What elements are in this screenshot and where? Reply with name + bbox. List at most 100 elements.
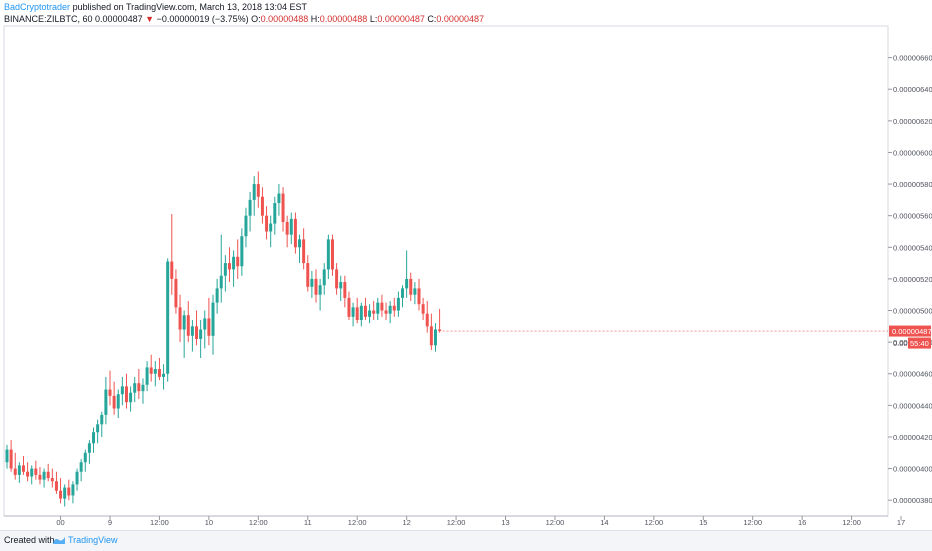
candle[interactable] xyxy=(26,462,30,482)
candle[interactable] xyxy=(409,272,413,302)
candle[interactable] xyxy=(335,263,339,295)
tradingview-link[interactable]: TradingView xyxy=(68,535,118,545)
candle[interactable] xyxy=(359,302,363,327)
candle[interactable] xyxy=(129,386,133,412)
candle[interactable] xyxy=(104,376,108,425)
candle[interactable] xyxy=(133,376,137,403)
candle[interactable] xyxy=(223,255,227,292)
candle[interactable] xyxy=(438,308,442,333)
candle[interactable] xyxy=(182,310,186,358)
candle[interactable] xyxy=(170,214,174,295)
candle[interactable] xyxy=(96,419,100,444)
candle[interactable] xyxy=(195,310,199,346)
candle[interactable] xyxy=(174,269,178,314)
candle[interactable] xyxy=(87,440,91,464)
candle[interactable] xyxy=(376,297,380,320)
candle[interactable] xyxy=(54,471,58,494)
candle[interactable] xyxy=(269,215,273,248)
candle[interactable] xyxy=(380,294,384,317)
candle[interactable] xyxy=(396,291,400,317)
candle[interactable] xyxy=(59,478,63,504)
candle[interactable] xyxy=(252,176,256,216)
candle[interactable] xyxy=(100,411,104,437)
candle[interactable] xyxy=(285,215,289,248)
candle[interactable] xyxy=(289,212,293,245)
candle[interactable] xyxy=(199,320,203,358)
candle[interactable] xyxy=(421,297,425,320)
candle[interactable] xyxy=(339,275,343,302)
candle[interactable] xyxy=(13,452,17,480)
candle[interactable] xyxy=(433,323,437,352)
candle[interactable] xyxy=(227,247,231,283)
candle[interactable] xyxy=(38,467,42,485)
candle[interactable] xyxy=(273,196,277,235)
candle[interactable] xyxy=(166,258,170,382)
candle[interactable] xyxy=(67,479,71,501)
price-chart[interactable]: 0.00000380 0.00000400 0.00000420 0.00000440… xyxy=(0,0,932,530)
candle[interactable] xyxy=(145,361,149,392)
candle[interactable] xyxy=(75,468,79,491)
candle[interactable] xyxy=(137,369,141,400)
candle[interactable] xyxy=(50,468,54,488)
candle[interactable] xyxy=(190,320,194,352)
candle[interactable] xyxy=(392,297,396,317)
candle[interactable] xyxy=(318,278,322,311)
candle[interactable] xyxy=(302,228,306,270)
candle[interactable] xyxy=(405,250,409,298)
candle[interactable] xyxy=(30,465,34,485)
candle[interactable] xyxy=(248,191,252,232)
candle[interactable] xyxy=(215,278,219,314)
candle[interactable] xyxy=(425,301,429,333)
candle[interactable] xyxy=(314,269,318,303)
candle[interactable] xyxy=(108,370,112,406)
candle[interactable] xyxy=(83,449,87,472)
candle[interactable] xyxy=(141,378,145,404)
candle[interactable] xyxy=(207,297,211,346)
candle[interactable] xyxy=(401,285,405,308)
symbol-label[interactable]: BINANCE:ZILBTC, 60 xyxy=(4,14,93,24)
candle[interactable] xyxy=(112,381,116,415)
candle[interactable] xyxy=(203,310,207,349)
candle[interactable] xyxy=(322,263,326,295)
candle[interactable] xyxy=(260,187,264,224)
candle[interactable] xyxy=(92,427,96,453)
candle[interactable] xyxy=(310,271,314,298)
candle[interactable] xyxy=(34,460,38,480)
author-link[interactable]: BadCryptotrader xyxy=(4,2,71,12)
candle[interactable] xyxy=(277,184,281,216)
candle[interactable] xyxy=(368,304,372,324)
candle[interactable] xyxy=(232,250,236,287)
candle[interactable] xyxy=(384,302,388,320)
candle[interactable] xyxy=(79,459,83,482)
candle[interactable] xyxy=(9,440,13,472)
candle[interactable] xyxy=(351,302,355,327)
candle[interactable] xyxy=(149,354,153,382)
candle[interactable] xyxy=(5,444,9,469)
candle[interactable] xyxy=(281,187,285,232)
candle[interactable] xyxy=(71,481,75,504)
candle[interactable] xyxy=(116,389,120,418)
candle[interactable] xyxy=(21,455,25,475)
candle[interactable] xyxy=(326,234,330,279)
candle[interactable] xyxy=(46,463,50,482)
candle[interactable] xyxy=(236,239,240,279)
candle[interactable] xyxy=(298,234,302,264)
candle[interactable] xyxy=(417,278,421,311)
candle[interactable] xyxy=(63,484,67,507)
candle[interactable] xyxy=(124,373,128,409)
candle[interactable] xyxy=(413,282,417,305)
candle[interactable] xyxy=(265,206,269,240)
candle[interactable] xyxy=(429,313,433,351)
candle[interactable] xyxy=(306,255,310,292)
candle[interactable] xyxy=(343,275,347,308)
candle[interactable] xyxy=(363,297,367,320)
candle[interactable] xyxy=(244,207,248,248)
candle[interactable] xyxy=(372,301,376,320)
candle[interactable] xyxy=(388,301,392,324)
candle[interactable] xyxy=(42,468,46,488)
candle[interactable] xyxy=(120,376,124,406)
candle[interactable] xyxy=(219,234,223,303)
candle[interactable] xyxy=(293,212,297,254)
candle[interactable] xyxy=(347,291,351,320)
candle[interactable] xyxy=(17,462,21,483)
